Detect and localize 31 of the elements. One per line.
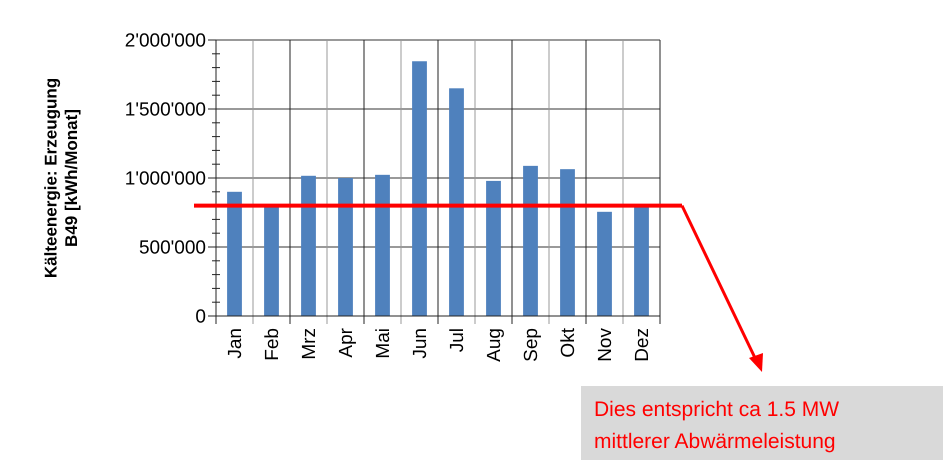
x-tick-label: Feb xyxy=(262,328,284,361)
bar xyxy=(634,206,649,316)
x-tick-label: Jan xyxy=(225,328,246,359)
y-tick-label: 2'000'000 xyxy=(124,30,206,52)
bar xyxy=(338,178,353,316)
text: Dies entspricht ca 1.5 MW mittlerer Abwärmeleistung xyxy=(594,398,840,453)
x-tick-label: Mrz xyxy=(299,328,320,360)
bar xyxy=(523,166,538,316)
x-tick-label: Aug xyxy=(484,328,506,362)
x-tick-label: Dez xyxy=(632,328,654,362)
x-tick-label: Jul xyxy=(447,328,468,352)
y-tick-label: 1'500'000 xyxy=(124,100,206,121)
y-tick-label: 1'000'000 xyxy=(124,168,206,190)
bar xyxy=(560,169,575,316)
y-tick-label: 0 xyxy=(195,306,206,328)
bar xyxy=(227,192,242,316)
x-tick-label: Sep xyxy=(521,328,542,362)
bar xyxy=(449,88,464,316)
y-axis-title: Kälteenergie: Erzeugung B49 [kWh/Monat] xyxy=(42,78,81,278)
bar xyxy=(301,176,316,316)
bar xyxy=(486,180,501,316)
x-tick-label: Nov xyxy=(595,328,616,362)
x-tick-label: Mai xyxy=(373,328,394,359)
bar xyxy=(412,61,427,316)
bar xyxy=(264,206,279,316)
x-tick-label: Jun xyxy=(410,328,432,359)
bar xyxy=(597,212,612,316)
x-tick-label: Apr xyxy=(336,327,358,358)
x-tick-label: Okt xyxy=(558,327,580,358)
y-tick-label: 500'000 xyxy=(138,238,206,259)
bar xyxy=(375,174,390,316)
